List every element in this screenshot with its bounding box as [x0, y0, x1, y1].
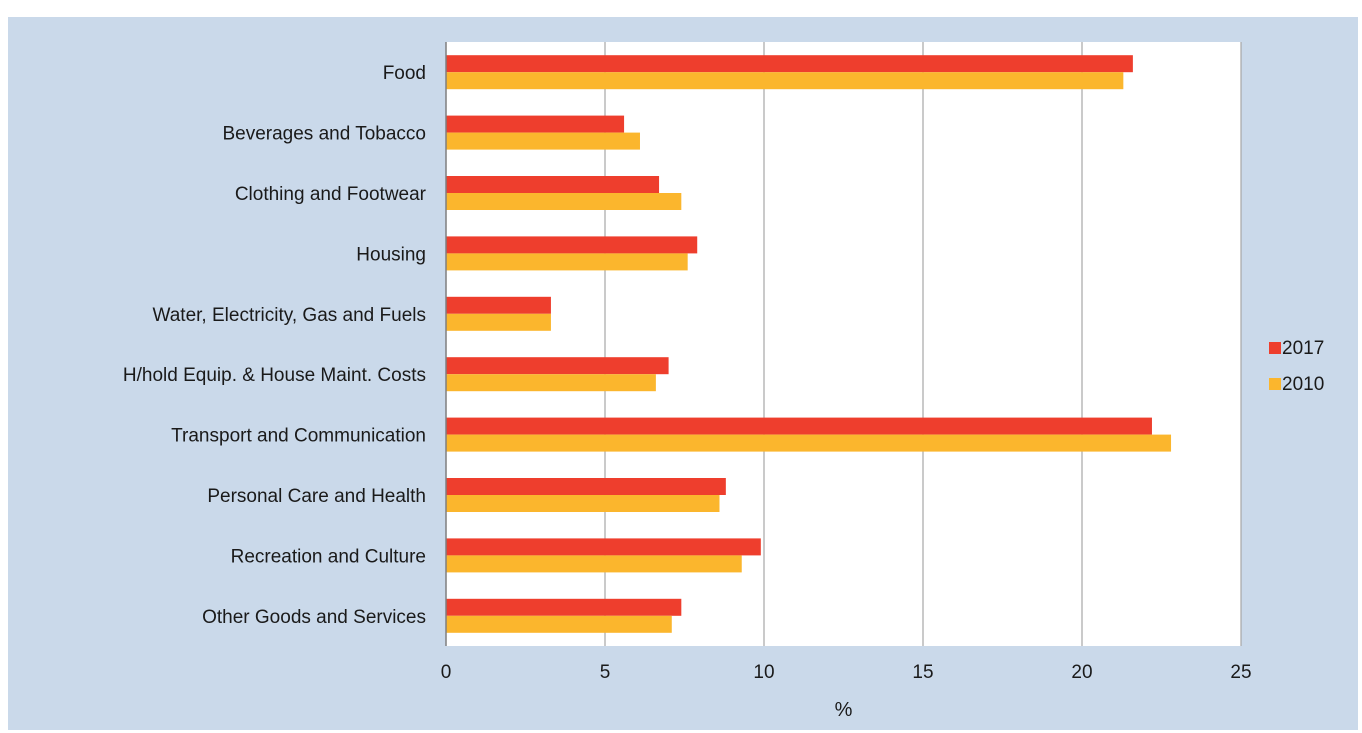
chart-panel: Food Beverages and Tobacco Clothing and Fo… — [8, 17, 1358, 730]
category-label: Other Goods and Services — [202, 607, 426, 628]
category-label: Food — [383, 63, 426, 84]
category-labels: Food Beverages and Tobacco Clothing and Fo… — [123, 63, 427, 628]
bar-2017 — [446, 357, 669, 375]
bar-2017 — [446, 176, 660, 193]
category-label: H/hold Equip. & House Maint. Costs — [123, 365, 426, 386]
legend-swatch-2017 — [1269, 342, 1281, 354]
bar-2017 — [446, 598, 682, 616]
bar-2010 — [446, 72, 1124, 90]
x-tick-label: 5 — [600, 662, 611, 683]
category-label: Transport and Communication — [171, 426, 426, 447]
bar-2017 — [446, 296, 551, 314]
category-label: Housing — [356, 244, 426, 265]
bar-chart: Food Beverages and Tobacco Clothing and Fo… — [123, 42, 1324, 721]
bar-2017 — [446, 478, 726, 495]
x-tick-label: 25 — [1230, 662, 1251, 683]
bar-2017 — [446, 55, 1133, 73]
x-tick-label: 0 — [441, 662, 452, 683]
bar-2010 — [446, 434, 1172, 452]
bars — [446, 55, 1172, 633]
category-label: Personal Care and Health — [207, 486, 426, 507]
bar-2017 — [446, 417, 1152, 435]
bar-2010 — [446, 132, 640, 150]
legend-swatch-2010 — [1269, 378, 1281, 390]
bar-2010 — [446, 374, 656, 392]
category-label: Clothing and Footwear — [235, 184, 427, 205]
bar-2010 — [446, 495, 720, 512]
bar-2010 — [446, 193, 682, 210]
x-axis-title: % — [835, 699, 853, 721]
bar-2010 — [446, 313, 551, 331]
x-tick-label: 15 — [912, 662, 933, 683]
legend: 2017 2010 — [1269, 338, 1324, 395]
legend-label-2017: 2017 — [1282, 338, 1324, 359]
bar-2017 — [446, 538, 761, 556]
category-label: Water, Electricity, Gas and Fuels — [153, 305, 426, 326]
legend-label-2010: 2010 — [1282, 374, 1324, 395]
bar-2010 — [446, 555, 742, 573]
x-tick-label: 20 — [1071, 662, 1092, 683]
bar-2010 — [446, 615, 672, 633]
x-tick-labels: 0 5 10 15 20 25 — [441, 662, 1252, 683]
category-label: Recreation and Culture — [231, 546, 426, 567]
bar-2017 — [446, 115, 625, 133]
category-label: Beverages and Tobacco — [222, 124, 426, 145]
bar-2017 — [446, 236, 698, 254]
bar-2010 — [446, 253, 688, 271]
x-tick-label: 10 — [753, 662, 774, 683]
